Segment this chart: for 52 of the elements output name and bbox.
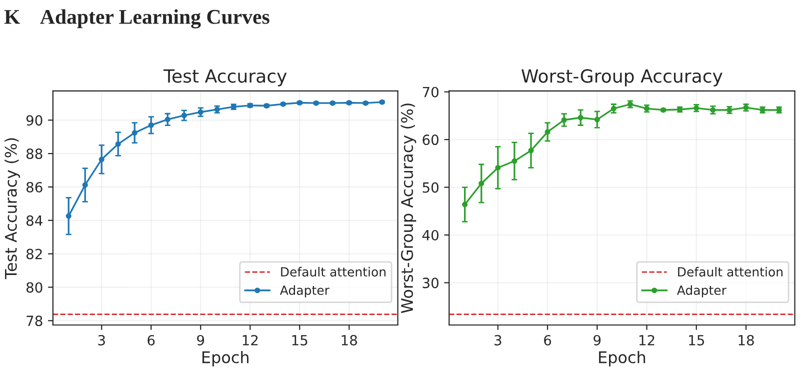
y-tick-label: 84 bbox=[26, 215, 42, 226]
point bbox=[594, 116, 600, 122]
text: K Adapter Learning Curves bbox=[4, 9, 270, 28]
legend-label: Default attention bbox=[678, 266, 782, 277]
y-tick-label: 88 bbox=[26, 148, 42, 160]
y-tick-label: 40 bbox=[422, 230, 438, 240]
y-tick-label: 50 bbox=[422, 182, 438, 193]
x-tick-label: 18 bbox=[738, 334, 754, 346]
point bbox=[544, 129, 550, 135]
legend-label: Adapter bbox=[676, 285, 726, 298]
y-tick-label: 60 bbox=[422, 134, 438, 146]
point bbox=[528, 148, 534, 154]
y-tick-label: 78 bbox=[26, 316, 42, 326]
legend-label: Default attention bbox=[281, 266, 386, 277]
x-axis-title: Epoch bbox=[202, 350, 248, 366]
point bbox=[462, 202, 468, 208]
y-tick-label: 30 bbox=[422, 278, 438, 288]
x-tick-label: 9 bbox=[197, 334, 204, 346]
y-tick-label: 82 bbox=[26, 248, 42, 260]
point bbox=[66, 213, 72, 219]
x-tick-label: 12 bbox=[639, 334, 654, 346]
x-tick-label: 9 bbox=[594, 334, 601, 346]
point bbox=[561, 117, 567, 123]
point bbox=[148, 122, 154, 128]
point bbox=[578, 114, 584, 120]
legend-label: Adapter bbox=[280, 285, 330, 298]
point bbox=[132, 130, 138, 136]
y-tick-label: 70 bbox=[422, 86, 438, 98]
x-tick-label: 3 bbox=[98, 334, 105, 346]
x-tick-label: 12 bbox=[242, 334, 258, 346]
x-tick-label: 3 bbox=[494, 334, 502, 346]
y-axis-title: Worst-Group Accuracy (%) bbox=[400, 104, 416, 314]
point bbox=[82, 182, 88, 188]
x-tick-label: 15 bbox=[292, 335, 308, 346]
x-tick-label: 6 bbox=[148, 334, 155, 346]
x-axis-title: Epoch bbox=[599, 350, 646, 366]
point bbox=[478, 180, 484, 186]
x-tick-label: 6 bbox=[544, 334, 552, 346]
point bbox=[181, 112, 187, 118]
point bbox=[98, 156, 104, 162]
point bbox=[495, 164, 501, 170]
x-tick-label: 18 bbox=[342, 334, 357, 346]
point bbox=[115, 141, 121, 147]
y-axis-title: Test Accuracy (%) bbox=[4, 138, 20, 280]
y-tick-label: 80 bbox=[26, 282, 42, 293]
chart-title: Worst-Group Accuracy bbox=[522, 69, 722, 86]
y-tick-label: 86 bbox=[26, 182, 42, 192]
y-tick-label: 90 bbox=[26, 115, 42, 126]
point bbox=[164, 116, 170, 122]
x-tick-label: 15 bbox=[689, 335, 704, 346]
point bbox=[512, 158, 518, 164]
chart-title: Test Accuracy bbox=[163, 69, 287, 86]
